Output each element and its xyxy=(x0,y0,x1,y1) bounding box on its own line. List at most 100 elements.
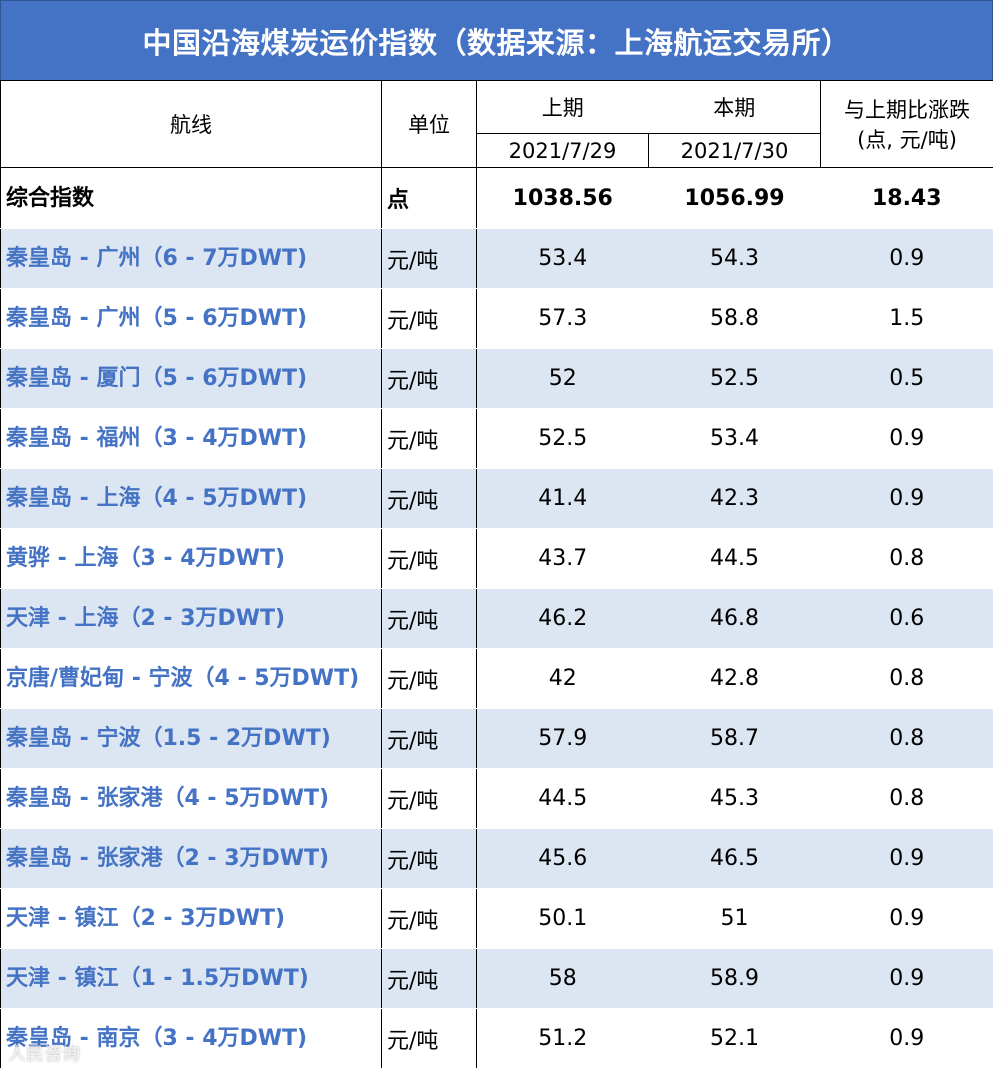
unit-cell: 元/吨 xyxy=(381,888,477,949)
unit-cell: 元/吨 xyxy=(381,528,477,589)
header-change: 与上期比涨跌 (点, 元/吨) xyxy=(820,80,993,168)
summary-curr: 1056.99 xyxy=(648,167,821,229)
change-value-cell: 0.6 xyxy=(820,588,993,649)
freight-index-table: 航线 单位 上期 本期 与上期比涨跌 (点, 元/吨) 2021/7/29 20… xyxy=(0,80,993,1069)
table-title: 中国沿海煤炭运价指数（数据来源：上海航运交易所） xyxy=(0,0,993,81)
table-row: 天津 - 上海（2 - 3万DWT) 元/吨 46.2 46.8 0.6 xyxy=(0,588,993,649)
route-cell: 天津 - 镇江（1 - 1.5万DWT) xyxy=(0,948,382,1009)
route-cell: 秦皇岛 - 广州（6 - 7万DWT) xyxy=(0,228,382,289)
route-cell: 秦皇岛 - 宁波（1.5 - 2万DWT) xyxy=(0,708,382,769)
prev-value-cell: 50.1 xyxy=(476,888,649,949)
prev-value-cell: 44.5 xyxy=(476,768,649,829)
change-value-cell: 0.8 xyxy=(820,708,993,769)
change-value-cell: 0.9 xyxy=(820,1008,993,1069)
summary-unit: 点 xyxy=(381,167,477,229)
header-route: 航线 xyxy=(0,80,382,168)
header-change-unit: (点, 元/吨) xyxy=(857,128,957,152)
change-value-cell: 0.9 xyxy=(820,468,993,529)
table-row: 黄骅 - 上海（3 - 4万DWT) 元/吨 43.7 44.5 0.8 xyxy=(0,528,993,589)
curr-value-cell: 42.8 xyxy=(648,648,821,709)
unit-cell: 元/吨 xyxy=(381,408,477,469)
table-row: 秦皇岛 - 广州（5 - 6万DWT) 元/吨 57.3 58.8 1.5 xyxy=(0,288,993,349)
route-cell: 秦皇岛 - 张家港（4 - 5万DWT) xyxy=(0,768,382,829)
table-row: 天津 - 镇江（1 - 1.5万DWT) 元/吨 58 58.9 0.9 xyxy=(0,948,993,1009)
change-value-cell: 0.5 xyxy=(820,348,993,409)
table-row: 天津 - 镇江（2 - 3万DWT) 元/吨 50.1 51 0.9 xyxy=(0,888,993,949)
table-row: 秦皇岛 - 上海（4 - 5万DWT) 元/吨 41.4 42.3 0.9 xyxy=(0,468,993,529)
curr-value-cell: 42.3 xyxy=(648,468,821,529)
prev-value-cell: 43.7 xyxy=(476,528,649,589)
unit-cell: 元/吨 xyxy=(381,228,477,289)
route-cell: 秦皇岛 - 广州（5 - 6万DWT) xyxy=(0,288,382,349)
change-value-cell: 0.9 xyxy=(820,828,993,889)
change-value-cell: 0.8 xyxy=(820,528,993,589)
table-row: 秦皇岛 - 张家港（2 - 3万DWT) 元/吨 45.6 46.5 0.9 xyxy=(0,828,993,889)
unit-cell: 元/吨 xyxy=(381,288,477,349)
curr-value-cell: 52.1 xyxy=(648,1008,821,1069)
curr-value-cell: 51 xyxy=(648,888,821,949)
table-row: 秦皇岛 - 厦门（5 - 6万DWT) 元/吨 52 52.5 0.5 xyxy=(0,348,993,409)
route-cell: 京唐/曹妃甸 - 宁波（4 - 5万DWT) xyxy=(0,648,382,709)
header-curr-date: 2021/7/30 xyxy=(648,133,821,168)
route-cell: 天津 - 上海（2 - 3万DWT) xyxy=(0,588,382,649)
prev-value-cell: 46.2 xyxy=(476,588,649,649)
curr-value-cell: 52.5 xyxy=(648,348,821,409)
table-row: 京唐/曹妃甸 - 宁波（4 - 5万DWT) 元/吨 42 42.8 0.8 xyxy=(0,648,993,709)
route-cell: 秦皇岛 - 厦门（5 - 6万DWT) xyxy=(0,348,382,409)
table-row: 秦皇岛 - 南京（3 - 4万DWT) 元/吨 51.2 52.1 0.9 xyxy=(0,1008,993,1069)
summary-row: 综合指数 点 1038.56 1056.99 18.43 xyxy=(0,167,993,229)
table-row: 秦皇岛 - 广州（6 - 7万DWT) 元/吨 53.4 54.3 0.9 xyxy=(0,228,993,289)
unit-cell: 元/吨 xyxy=(381,768,477,829)
change-value-cell: 1.5 xyxy=(820,288,993,349)
table-header: 航线 单位 上期 本期 与上期比涨跌 (点, 元/吨) 2021/7/29 20… xyxy=(0,80,993,168)
unit-cell: 元/吨 xyxy=(381,828,477,889)
prev-value-cell: 41.4 xyxy=(476,468,649,529)
prev-value-cell: 58 xyxy=(476,948,649,1009)
summary-change: 18.43 xyxy=(820,167,993,229)
header-prev: 上期 xyxy=(476,80,649,134)
curr-value-cell: 46.8 xyxy=(648,588,821,649)
change-value-cell: 0.9 xyxy=(820,948,993,1009)
unit-cell: 元/吨 xyxy=(381,1008,477,1069)
summary-route: 综合指数 xyxy=(0,167,382,229)
header-change-label: 与上期比涨跌 xyxy=(844,98,970,122)
prev-value-cell: 57.9 xyxy=(476,708,649,769)
change-value-cell: 0.9 xyxy=(820,408,993,469)
header-curr: 本期 xyxy=(648,80,821,134)
route-cell: 秦皇岛 - 上海（4 - 5万DWT) xyxy=(0,468,382,529)
summary-prev: 1038.56 xyxy=(476,167,649,229)
table-row: 秦皇岛 - 宁波（1.5 - 2万DWT) 元/吨 57.9 58.7 0.8 xyxy=(0,708,993,769)
prev-value-cell: 51.2 xyxy=(476,1008,649,1069)
curr-value-cell: 46.5 xyxy=(648,828,821,889)
prev-value-cell: 52.5 xyxy=(476,408,649,469)
prev-value-cell: 45.6 xyxy=(476,828,649,889)
unit-cell: 元/吨 xyxy=(381,468,477,529)
prev-value-cell: 53.4 xyxy=(476,228,649,289)
unit-cell: 元/吨 xyxy=(381,948,477,1009)
change-value-cell: 0.9 xyxy=(820,228,993,289)
change-value-cell: 0.8 xyxy=(820,768,993,829)
curr-value-cell: 58.8 xyxy=(648,288,821,349)
unit-cell: 元/吨 xyxy=(381,348,477,409)
route-cell: 天津 - 镇江（2 - 3万DWT) xyxy=(0,888,382,949)
prev-value-cell: 42 xyxy=(476,648,649,709)
table-row: 秦皇岛 - 福州（3 - 4万DWT) 元/吨 52.5 53.4 0.9 xyxy=(0,408,993,469)
route-cell: 秦皇岛 - 福州（3 - 4万DWT) xyxy=(0,408,382,469)
header-unit: 单位 xyxy=(381,80,477,168)
curr-value-cell: 44.5 xyxy=(648,528,821,589)
header-prev-date: 2021/7/29 xyxy=(476,133,649,168)
curr-value-cell: 54.3 xyxy=(648,228,821,289)
unit-cell: 元/吨 xyxy=(381,588,477,649)
curr-value-cell: 58.7 xyxy=(648,708,821,769)
route-cell: 秦皇岛 - 南京（3 - 4万DWT) xyxy=(0,1008,382,1069)
route-cell: 秦皇岛 - 张家港（2 - 3万DWT) xyxy=(0,828,382,889)
curr-value-cell: 58.9 xyxy=(648,948,821,1009)
change-value-cell: 0.8 xyxy=(820,648,993,709)
curr-value-cell: 53.4 xyxy=(648,408,821,469)
change-value-cell: 0.9 xyxy=(820,888,993,949)
table-body: 综合指数 点 1038.56 1056.99 18.43 秦皇岛 - 广州（6 … xyxy=(0,167,993,1069)
prev-value-cell: 52 xyxy=(476,348,649,409)
curr-value-cell: 45.3 xyxy=(648,768,821,829)
unit-cell: 元/吨 xyxy=(381,648,477,709)
